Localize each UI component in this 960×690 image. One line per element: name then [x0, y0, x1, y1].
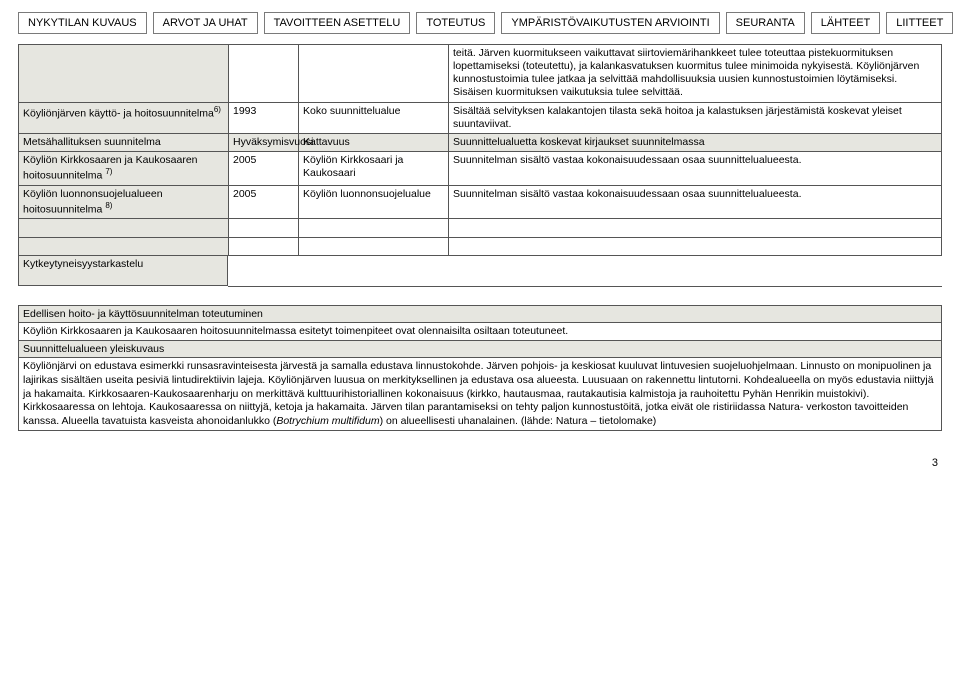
row1-year: Hyväksymisvuosi [229, 133, 299, 151]
tab-lahteet[interactable]: LÄHTEET [811, 12, 881, 34]
row0-scope: Koko suunnittelualue [299, 102, 449, 133]
row3-year: 2005 [229, 185, 299, 219]
tab-toteutus[interactable]: TOTEUTUS [416, 12, 495, 34]
row2-name: Köyliön Kirkkosaaren ja Kaukosaaren hoit… [19, 151, 229, 185]
row3-desc: Suunnitelman sisältö vastaa kokonaisuude… [449, 185, 942, 219]
description-block: Edellisen hoito- ja käyttösuunnitelman t… [18, 305, 942, 432]
cell-empty [19, 45, 229, 103]
tab-liitteet[interactable]: LIITTEET [886, 12, 953, 34]
overview-heading: Suunnittelualueen yleiskuvaus [19, 340, 941, 358]
page-number: 3 [18, 457, 942, 469]
row2-scope: Köyliön Kirkkosaari ja Kaukosaari [299, 151, 449, 185]
cell-empty [229, 45, 299, 103]
tab-arvot[interactable]: ARVOT JA UHAT [153, 12, 258, 34]
row1-desc: Suunnittelualuetta koskevat kirjaukset s… [449, 133, 942, 151]
cell-empty [299, 219, 449, 237]
cell-empty [19, 219, 229, 237]
row2-year: 2005 [229, 151, 299, 185]
overview-text: Köyliönjärvi on edustava esimerkki runsa… [19, 358, 941, 430]
tab-seuranta[interactable]: SEURANTA [726, 12, 805, 34]
cell-empty [449, 219, 942, 237]
cell-empty [299, 237, 449, 255]
prev-plan-text: Köyliön Kirkkosaaren ja Kaukosaaren hoit… [19, 323, 941, 341]
kytkey-row: Kytkeytyneisyystarkastelu [18, 256, 942, 287]
row0-name: Köyliönjärven käyttö- ja hoitosuunnitelm… [19, 102, 229, 133]
cell-empty [19, 237, 229, 255]
row0-year: 1993 [229, 102, 299, 133]
row3-scope: Köyliön luonnonsuojelualue [299, 185, 449, 219]
tab-tavoitteen[interactable]: TAVOITTEEN ASETTELU [264, 12, 411, 34]
cell-empty [229, 219, 299, 237]
tab-nykytilan[interactable]: NYKYTILAN KUVAUS [18, 12, 147, 34]
kytkey-label: Kytkeytyneisyystarkastelu [18, 256, 228, 286]
tab-row: NYKYTILAN KUVAUS ARVOT JA UHAT TAVOITTEE… [18, 12, 942, 34]
kytkey-blank [228, 256, 942, 287]
row1-scope: Kattavuus [299, 133, 449, 151]
prev-plan-heading: Edellisen hoito- ja käyttösuunnitelman t… [19, 306, 941, 323]
cell-empty [229, 237, 299, 255]
row2-desc: Suunnitelman sisältö vastaa kokonaisuude… [449, 151, 942, 185]
row3-name: Köyliön luonnonsuojelualueen hoitosuunni… [19, 185, 229, 219]
top-note: teitä. Järven kuormitukseen vaikuttavat … [449, 45, 942, 103]
cell-empty [299, 45, 449, 103]
cell-empty [449, 237, 942, 255]
tab-ymparisto[interactable]: YMPÄRISTÖVAIKUTUSTEN ARVIOINTI [501, 12, 719, 34]
plan-table: teitä. Järven kuormitukseen vaikuttavat … [18, 44, 942, 256]
row1-name: Metsähallituksen suunnitelma [19, 133, 229, 151]
row0-desc: Sisältää selvityksen kalakantojen tilast… [449, 102, 942, 133]
